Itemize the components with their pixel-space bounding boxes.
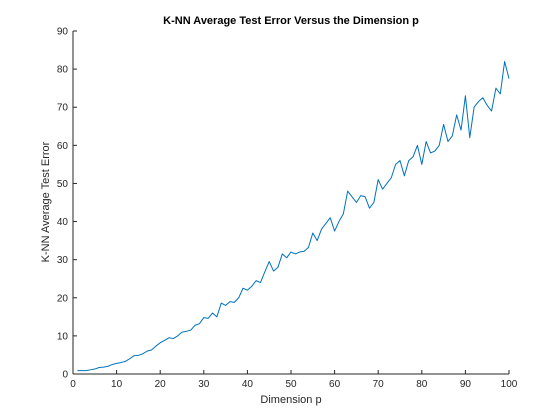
x-tick-label: 10 (111, 379, 123, 390)
plot-area (73, 31, 509, 374)
y-tick-label: 80 (57, 65, 69, 76)
x-tick-label: 60 (329, 379, 341, 390)
y-tick-label: 10 (57, 331, 69, 342)
x-tick-label: 80 (416, 379, 428, 390)
x-tick-label: 0 (70, 379, 76, 390)
y-tick-label: 0 (62, 370, 68, 381)
x-tick-label: 100 (501, 379, 518, 390)
y-ticks: 0 10 20 30 40 50 60 70 80 90 (57, 27, 77, 381)
y-tick-label: 50 (57, 179, 69, 190)
chart-title: K-NN Average Test Error Versus the Dimen… (163, 15, 419, 27)
x-axis-label: Dimension p (260, 394, 321, 406)
x-tick-label: 50 (285, 379, 297, 390)
y-tick-label: 40 (57, 217, 69, 228)
x-tick-label: 90 (460, 379, 472, 390)
y-tick-label: 90 (57, 27, 69, 38)
y-tick-label: 30 (57, 255, 69, 266)
y-tick-label: 20 (57, 293, 69, 304)
x-tick-label: 70 (373, 379, 385, 390)
x-tick-label: 40 (242, 379, 254, 390)
y-axis-label: K-NN Average Test Error (40, 141, 52, 262)
x-tick-label: 30 (198, 379, 210, 390)
series-line (77, 60, 510, 372)
x-ticks: 0 10 20 30 40 50 60 70 80 90 100 (70, 370, 518, 390)
x-tick-label: 20 (155, 379, 167, 390)
y-tick-label: 60 (57, 141, 69, 152)
y-tick-label: 70 (57, 103, 69, 114)
